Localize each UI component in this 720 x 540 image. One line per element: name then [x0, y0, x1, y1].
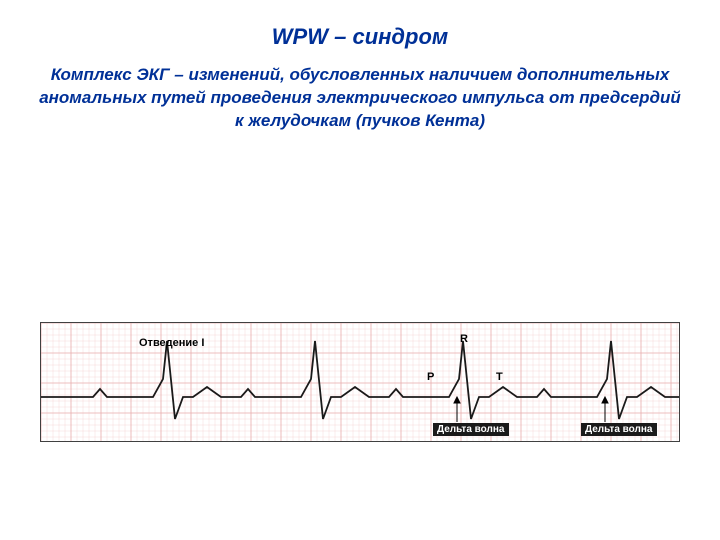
lead-label: Отведение I — [139, 337, 204, 349]
delta-wave-label: Дельта волна — [433, 423, 509, 436]
page-title: WPW – синдром — [0, 24, 720, 50]
wave-label-p: P — [427, 371, 434, 383]
page-subtitle: Комплекс ЭКГ – изменений, обусловленных … — [38, 64, 682, 133]
slide: { "title": "WPW – синдром", "subtitle": … — [0, 24, 720, 540]
ecg-strip: Отведение I P R T Дельта волна Дельта волна — [40, 322, 680, 442]
delta-wave-label: Дельта волна — [581, 423, 657, 436]
wave-label-t: T — [496, 371, 503, 383]
wave-label-r: R — [460, 333, 468, 345]
